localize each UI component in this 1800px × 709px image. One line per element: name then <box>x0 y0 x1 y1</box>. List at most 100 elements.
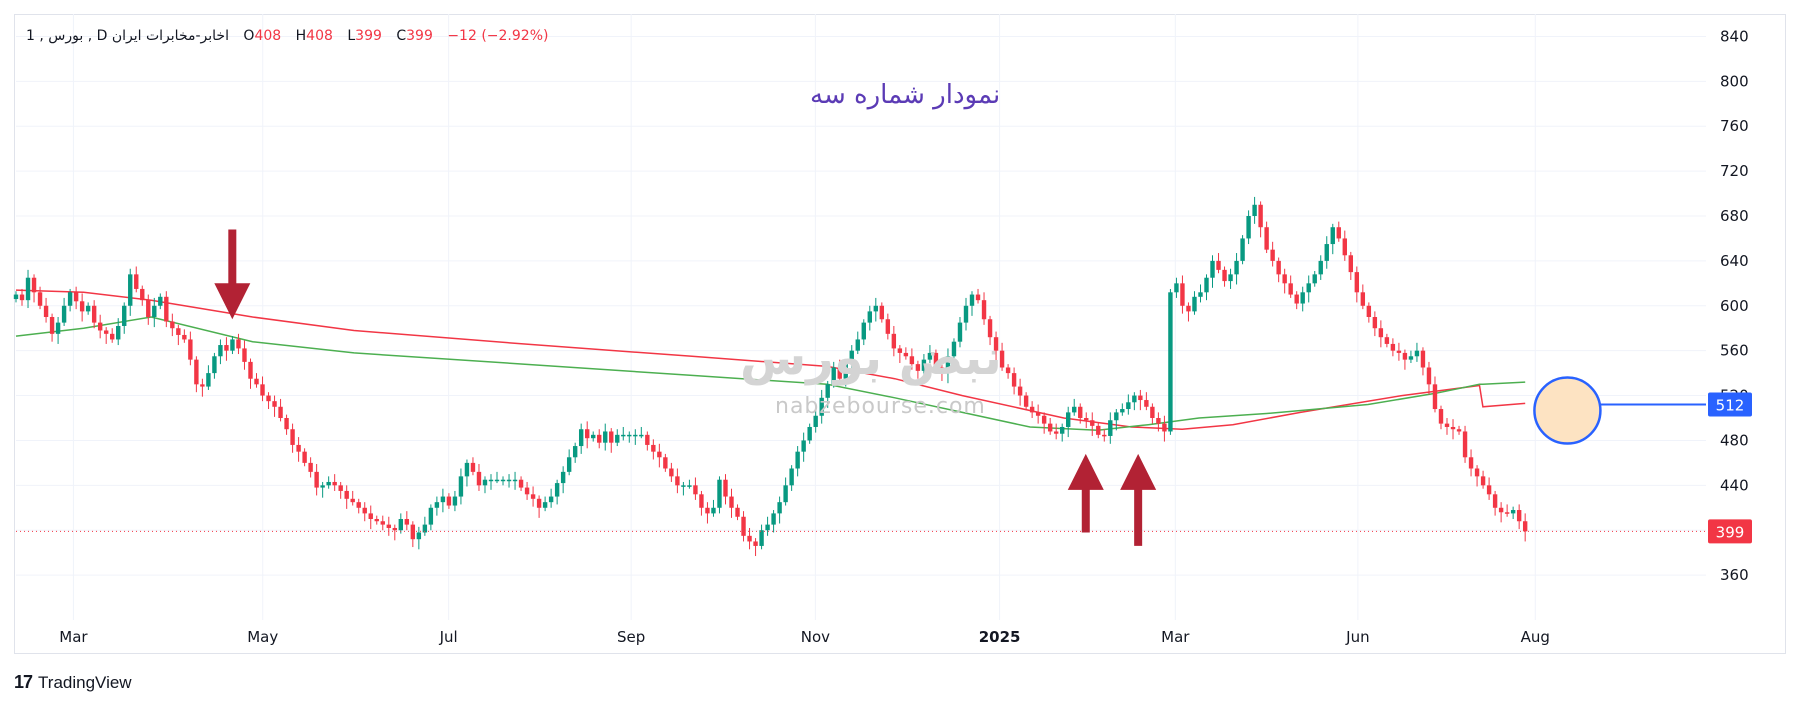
chart-frame[interactable] <box>14 14 1786 654</box>
candle-body <box>1282 274 1287 284</box>
legend-change: −12 (−2.92%) <box>447 28 549 44</box>
candle-body <box>416 532 422 540</box>
y-tick-label: 640 <box>1720 252 1749 270</box>
candle-body <box>212 356 217 374</box>
candle-body <box>945 356 951 374</box>
up-arrow-icon <box>1120 453 1157 546</box>
candle-body <box>37 292 43 306</box>
candle-body <box>1306 283 1311 293</box>
candle-body <box>266 395 271 402</box>
candle-body <box>152 305 157 317</box>
candle-body <box>116 325 121 340</box>
candle-body <box>927 352 933 360</box>
candle-body <box>1078 406 1083 418</box>
legend-symbol[interactable]: اخابر-مخابرات ایران <box>111 28 229 44</box>
candle-body <box>422 524 428 533</box>
y-tick-label: 800 <box>1720 72 1749 90</box>
candle-body <box>1132 395 1137 403</box>
legend-open-label: O <box>243 28 255 44</box>
candle-body <box>1342 238 1347 256</box>
candle-body <box>578 429 584 447</box>
candle-body <box>1047 423 1053 432</box>
candle-body <box>368 513 373 519</box>
candle-body <box>873 305 879 312</box>
candle-body <box>404 519 410 525</box>
candle-body <box>603 431 608 443</box>
candle-body <box>1168 292 1173 432</box>
candle-body <box>79 301 85 312</box>
candle-body <box>663 457 668 469</box>
y-tick-label: 440 <box>1720 476 1749 494</box>
candle-body <box>1114 412 1119 421</box>
y-tick-label: 720 <box>1720 162 1749 180</box>
price-badge-399[interactable] <box>1708 519 1752 544</box>
candle-body <box>1180 283 1185 306</box>
candle-body <box>885 319 891 334</box>
candle-body <box>284 418 289 430</box>
legend-low-value: 399 <box>355 28 382 44</box>
candle-body <box>1498 507 1504 513</box>
candle-body <box>428 507 434 525</box>
candle-body <box>1102 434 1107 437</box>
price-badge-512[interactable] <box>1708 392 1752 417</box>
tradingview-brand[interactable]: 17 TradingView <box>14 672 132 693</box>
candle-body <box>236 339 241 349</box>
candle-body <box>332 481 337 486</box>
candle-body <box>61 305 67 323</box>
candle-body <box>1240 238 1245 261</box>
candle-body <box>374 519 379 522</box>
candle-body <box>548 496 554 503</box>
candle-body <box>681 485 686 487</box>
candle-body <box>182 334 187 340</box>
candle-body <box>1005 367 1011 374</box>
candle-body <box>73 292 79 302</box>
candle-body <box>717 479 722 508</box>
candle-body <box>1222 269 1227 282</box>
candle-body <box>1252 204 1257 216</box>
candle-body <box>49 317 55 334</box>
up-arrow-icon <box>1067 453 1104 533</box>
tradingview-logo-icon: 17 <box>14 672 33 692</box>
tradingview-name: TradingView <box>38 672 132 692</box>
candle-body <box>1300 292 1305 304</box>
candle-body <box>807 426 812 441</box>
candle-body <box>1312 274 1317 284</box>
candle-body <box>488 479 494 482</box>
y-tick-label: 600 <box>1720 297 1749 315</box>
y-tick-label: 760 <box>1720 117 1749 135</box>
candle-body <box>801 440 806 452</box>
candle-body <box>867 311 872 323</box>
candle-body <box>1156 418 1161 424</box>
candle-body <box>458 476 464 497</box>
candle-body <box>1348 255 1354 273</box>
candle-body <box>861 322 866 340</box>
highlight-circle <box>1533 376 1602 445</box>
candle-body <box>326 481 331 486</box>
candle-body <box>1059 426 1065 434</box>
candle-body <box>464 462 470 477</box>
candle-body <box>1144 400 1149 407</box>
candle-body <box>1432 384 1438 410</box>
candle-body <box>723 479 728 497</box>
candle-body <box>254 378 259 385</box>
candle-body <box>272 401 277 407</box>
legend-open-value: 408 <box>254 28 282 44</box>
candle-body <box>1408 356 1414 360</box>
candle-body <box>897 348 903 353</box>
candle-body <box>1372 317 1378 329</box>
candle-body <box>1294 294 1299 304</box>
candle-body <box>1354 272 1360 293</box>
candle-body <box>633 434 638 437</box>
candle-body <box>1053 431 1059 434</box>
candle-body <box>747 535 752 542</box>
annotation-title: نمودار شماره سه <box>810 80 1001 110</box>
candle-body <box>542 502 548 508</box>
candle-body <box>975 294 981 301</box>
watermark-latin: nabzebourse.com <box>775 394 986 419</box>
candle-body <box>1150 406 1155 418</box>
candle-body <box>1288 283 1293 295</box>
candle-body <box>915 364 921 371</box>
down-arrow-icon <box>214 229 251 320</box>
candle-body <box>91 305 97 323</box>
